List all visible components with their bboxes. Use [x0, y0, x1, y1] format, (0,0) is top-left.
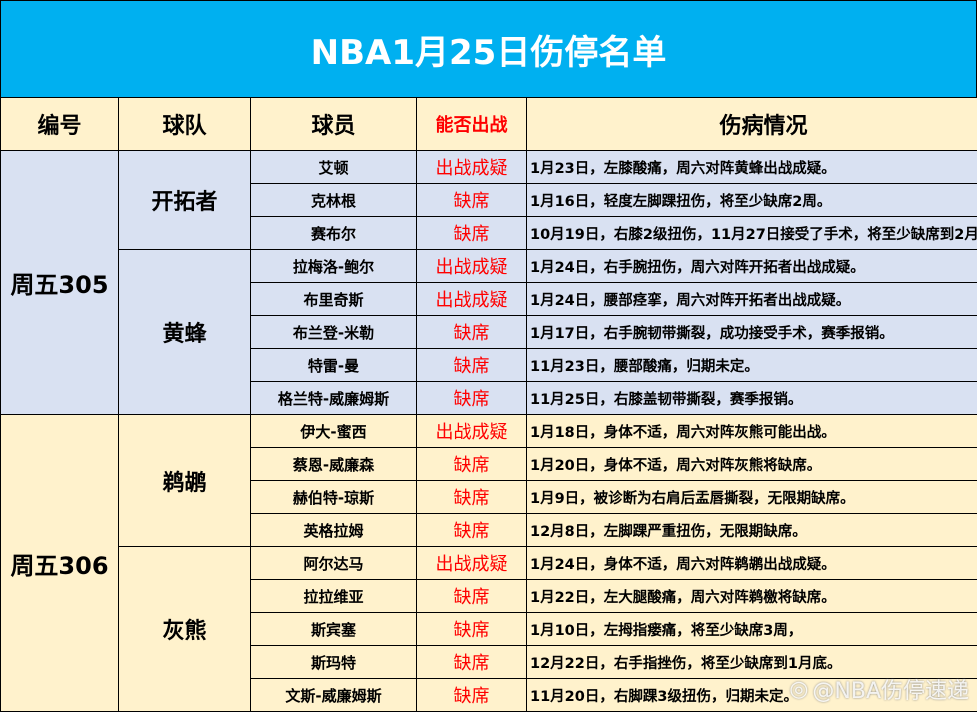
player-name: 特雷-曼 [251, 349, 417, 382]
team-name: 灰熊 [119, 547, 251, 712]
player-name: 艾顿 [251, 151, 417, 184]
injury-detail: 1月24日，右手腕扭伤，周六对阵开拓者出战成疑。 [527, 250, 977, 283]
status: 缺席 [417, 349, 527, 382]
game-id: 周五305 [1, 151, 119, 415]
injury-detail: 11月23日，腰部酸痛，归期未定。 [527, 349, 977, 382]
player-name: 赛布尔 [251, 217, 417, 250]
injury-detail: 1月9日，被诊断为右肩后盂唇撕裂，无限期缺席。 [527, 481, 977, 514]
injury-detail: 1月23日，左膝酸痛，周六对阵黄蜂出战成疑。 [527, 151, 977, 184]
player-name: 英格拉姆 [251, 514, 417, 547]
status: 出战成疑 [417, 415, 527, 448]
injury-detail: 1月17日，右手腕韧带撕裂，成功接受手术，赛季报销。 [527, 316, 977, 349]
player-name: 赫伯特-琼斯 [251, 481, 417, 514]
status: 出战成疑 [417, 283, 527, 316]
player-name: 拉拉维亚 [251, 580, 417, 613]
game-id: 周五306 [1, 415, 119, 712]
player-name: 伊大-蜜西 [251, 415, 417, 448]
status: 缺席 [417, 481, 527, 514]
header-status: 能否出战 [417, 98, 527, 151]
status: 缺席 [417, 382, 527, 415]
watermark-text: @NBA伤停速递 [812, 673, 969, 705]
injury-detail: 10月19日，右膝2级扭伤，11月27日接受了手术，将至少缺席到2月 [527, 217, 977, 250]
header-player: 球员 [251, 98, 417, 151]
player-name: 文斯-威廉姆斯 [251, 679, 417, 712]
player-name: 蔡恩-威廉森 [251, 448, 417, 481]
player-name: 布里奇斯 [251, 283, 417, 316]
status: 出战成疑 [417, 547, 527, 580]
player-name: 拉梅洛-鲍尔 [251, 250, 417, 283]
injury-detail: 11月25日，右膝盖韧带撕裂，赛季报销。 [527, 382, 977, 415]
header-id: 编号 [1, 98, 119, 151]
injury-detail: 1月24日，身体不适，周六对阵鹈鹕出战成疑。 [527, 547, 977, 580]
team-name: 黄蜂 [119, 250, 251, 415]
team-name: 鹈鹕 [119, 415, 251, 547]
injury-detail: 1月16日，轻度左脚踝扭伤，将至少缺席2周。 [527, 184, 977, 217]
page-title: NBA1月25日伤停名单 [0, 0, 977, 98]
status: 缺席 [417, 316, 527, 349]
player-name: 斯玛特 [251, 646, 417, 679]
injury-detail: 1月22日，左大腿酸痛，周六对阵鹈檄将缺席。 [527, 580, 977, 613]
injury-detail: 1月10日，左拇指瘘痛，将至少缺席3周， [527, 613, 977, 646]
status: 出战成疑 [417, 250, 527, 283]
header-row: 编号 球队 球员 能否出战 伤病情况 [1, 98, 977, 151]
player-name: 阿尔达马 [251, 547, 417, 580]
status: 缺席 [417, 217, 527, 250]
status: 缺席 [417, 514, 527, 547]
status: 缺席 [417, 184, 527, 217]
injury-detail: 1月20日，身体不适，周六对阵灰熊将缺席。 [527, 448, 977, 481]
status: 出战成疑 [417, 151, 527, 184]
team-name: 开拓者 [119, 151, 251, 250]
watermark: ◎@NBA伤停速递 [789, 673, 969, 705]
injury-detail: 12月8日，左脚踝严重扭伤，无限期缺席。 [527, 514, 977, 547]
player-name: 格兰特-威廉姆斯 [251, 382, 417, 415]
player-name: 克林根 [251, 184, 417, 217]
weibo-icon: ◎ [789, 677, 808, 702]
injury-detail: 1月24日，腰部痉挛，周六对阵开拓者出战成疑。 [527, 283, 977, 316]
status: 缺席 [417, 580, 527, 613]
player-name: 布兰登-米勒 [251, 316, 417, 349]
header-team: 球队 [119, 98, 251, 151]
header-injury: 伤病情况 [527, 98, 977, 151]
player-name: 斯宾塞 [251, 613, 417, 646]
status: 缺席 [417, 646, 527, 679]
status: 缺席 [417, 613, 527, 646]
status: 缺席 [417, 679, 527, 712]
status: 缺席 [417, 448, 527, 481]
injury-detail: 1月18日，身体不适，周六对阵灰熊可能出战。 [527, 415, 977, 448]
